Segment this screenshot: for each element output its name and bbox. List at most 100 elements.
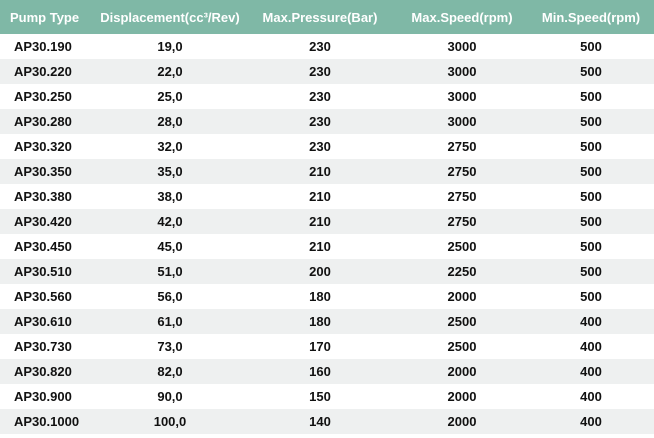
min-speed-cell: 400 — [580, 364, 602, 379]
table-row: AP30.320 32,0 230 2750 500 — [0, 134, 654, 159]
max-speed-cell: 2000 — [447, 389, 477, 404]
displacement-cell: 100,0 — [153, 414, 187, 429]
max-speed-cell: 2500 — [447, 339, 477, 354]
header-max-pressure: Max.Pressure(Bar) — [262, 9, 378, 25]
max-pressure-cell: 230 — [309, 64, 331, 79]
table-row: AP30.280 28,0 230 3000 500 — [0, 109, 654, 134]
table-row: AP30.560 56,0 180 2000 500 — [0, 284, 654, 309]
max-speed-cell: 3000 — [447, 39, 477, 54]
max-speed-cell: 2000 — [447, 289, 477, 304]
max-pressure-cell: 230 — [309, 89, 331, 104]
table-row: AP30.820 82,0 160 2000 400 — [0, 359, 654, 384]
max-pressure-cell: 210 — [309, 214, 331, 229]
max-speed-cell: 2500 — [447, 314, 477, 329]
displacement-cell: 22,0 — [157, 64, 183, 79]
pump-type-cell: AP30.320 — [14, 139, 72, 154]
min-speed-cell: 400 — [580, 339, 602, 354]
header-displacement: Displacement(cc³/Rev) — [100, 9, 240, 25]
header-min-speed: Min.Speed(rpm) — [541, 9, 641, 25]
table-row: AP30.380 38,0 210 2750 500 — [0, 184, 654, 209]
header-max-speed: Max.Speed(rpm) — [411, 9, 513, 25]
table-row: AP30.450 45,0 210 2500 500 — [0, 234, 654, 259]
min-speed-cell: 500 — [580, 39, 602, 54]
max-pressure-cell: 170 — [309, 339, 331, 354]
table-row: AP30.510 51,0 200 2250 500 — [0, 259, 654, 284]
displacement-cell: 28,0 — [157, 114, 183, 129]
table-row: AP30.420 42,0 210 2750 500 — [0, 209, 654, 234]
max-pressure-cell: 140 — [309, 414, 331, 429]
pump-type-cell: AP30.610 — [14, 314, 72, 329]
pump-type-cell: AP30.1000 — [14, 414, 80, 429]
displacement-cell: 82,0 — [157, 364, 183, 379]
pump-type-cell: AP30.820 — [14, 364, 72, 379]
max-speed-cell: 2750 — [447, 164, 477, 179]
pump-type-cell: AP30.250 — [14, 89, 72, 104]
displacement-cell: 38,0 — [157, 189, 183, 204]
max-speed-cell: 2750 — [447, 139, 477, 154]
min-speed-cell: 500 — [580, 64, 602, 79]
header-row: Pump Type Displacement(cc³/Rev) Max.Pres… — [0, 0, 654, 34]
displacement-cell: 32,0 — [157, 139, 183, 154]
displacement-cell: 35,0 — [157, 164, 183, 179]
pump-type-cell: AP30.420 — [14, 214, 72, 229]
min-speed-cell: 500 — [580, 214, 602, 229]
min-speed-cell: 400 — [580, 314, 602, 329]
pump-type-cell: AP30.220 — [14, 64, 72, 79]
max-speed-cell: 2750 — [447, 214, 477, 229]
min-speed-cell: 500 — [580, 164, 602, 179]
pump-type-cell: AP30.190 — [14, 39, 72, 54]
table-row: AP30.250 25,0 230 3000 500 — [0, 84, 654, 109]
max-speed-cell: 2250 — [447, 264, 477, 279]
min-speed-cell: 500 — [580, 239, 602, 254]
min-speed-cell: 500 — [580, 289, 602, 304]
table-row: AP30.1000 100,0 140 2000 400 — [0, 409, 654, 434]
max-speed-cell: 2000 — [447, 414, 477, 429]
min-speed-cell: 500 — [580, 139, 602, 154]
min-speed-cell: 500 — [580, 264, 602, 279]
max-pressure-cell: 180 — [309, 314, 331, 329]
max-speed-cell: 3000 — [447, 64, 477, 79]
displacement-cell: 90,0 — [157, 389, 183, 404]
displacement-cell: 61,0 — [157, 314, 183, 329]
displacement-cell: 56,0 — [157, 289, 183, 304]
table-row: AP30.220 22,0 230 3000 500 — [0, 59, 654, 84]
table-body: AP30.190 19,0 230 3000 500 AP30.220 22,0 230 300… — [0, 34, 654, 434]
displacement-cell: 19,0 — [157, 39, 183, 54]
max-speed-cell: 3000 — [447, 114, 477, 129]
table-header: Pump Type Displacement(cc³/Rev) Max.Pres… — [0, 0, 654, 34]
pump-type-cell: AP30.380 — [14, 189, 72, 204]
pump-type-cell: AP30.900 — [14, 389, 72, 404]
min-speed-cell: 500 — [580, 114, 602, 129]
displacement-cell: 42,0 — [157, 214, 183, 229]
displacement-cell: 73,0 — [157, 339, 183, 354]
table-row: AP30.730 73,0 170 2500 400 — [0, 334, 654, 359]
max-pressure-cell: 160 — [309, 364, 331, 379]
table-row: AP30.610 61,0 180 2500 400 — [0, 309, 654, 334]
min-speed-cell: 500 — [580, 189, 602, 204]
displacement-cell: 45,0 — [157, 239, 183, 254]
min-speed-cell: 400 — [580, 389, 602, 404]
pump-type-cell: AP30.730 — [14, 339, 72, 354]
pump-type-cell: AP30.450 — [14, 239, 72, 254]
table-row: AP30.350 35,0 210 2750 500 — [0, 159, 654, 184]
max-pressure-cell: 150 — [309, 389, 331, 404]
max-pressure-cell: 230 — [309, 139, 331, 154]
pump-type-cell: AP30.350 — [14, 164, 72, 179]
max-pressure-cell: 230 — [309, 114, 331, 129]
max-pressure-cell: 230 — [309, 39, 331, 54]
header-pump-type: Pump Type — [10, 9, 80, 25]
table-row: AP30.190 19,0 230 3000 500 — [0, 34, 654, 59]
max-speed-cell: 2750 — [447, 189, 477, 204]
pump-type-cell: AP30.280 — [14, 114, 72, 129]
displacement-cell: 25,0 — [157, 89, 183, 104]
table-row: AP30.900 90,0 150 2000 400 — [0, 384, 654, 409]
max-speed-cell: 3000 — [447, 89, 477, 104]
min-speed-cell: 500 — [580, 89, 602, 104]
max-pressure-cell: 210 — [309, 164, 331, 179]
max-pressure-cell: 180 — [309, 289, 331, 304]
max-pressure-cell: 210 — [309, 239, 331, 254]
max-speed-cell: 2000 — [447, 364, 477, 379]
pump-type-cell: AP30.510 — [14, 264, 72, 279]
max-pressure-cell: 210 — [309, 189, 331, 204]
